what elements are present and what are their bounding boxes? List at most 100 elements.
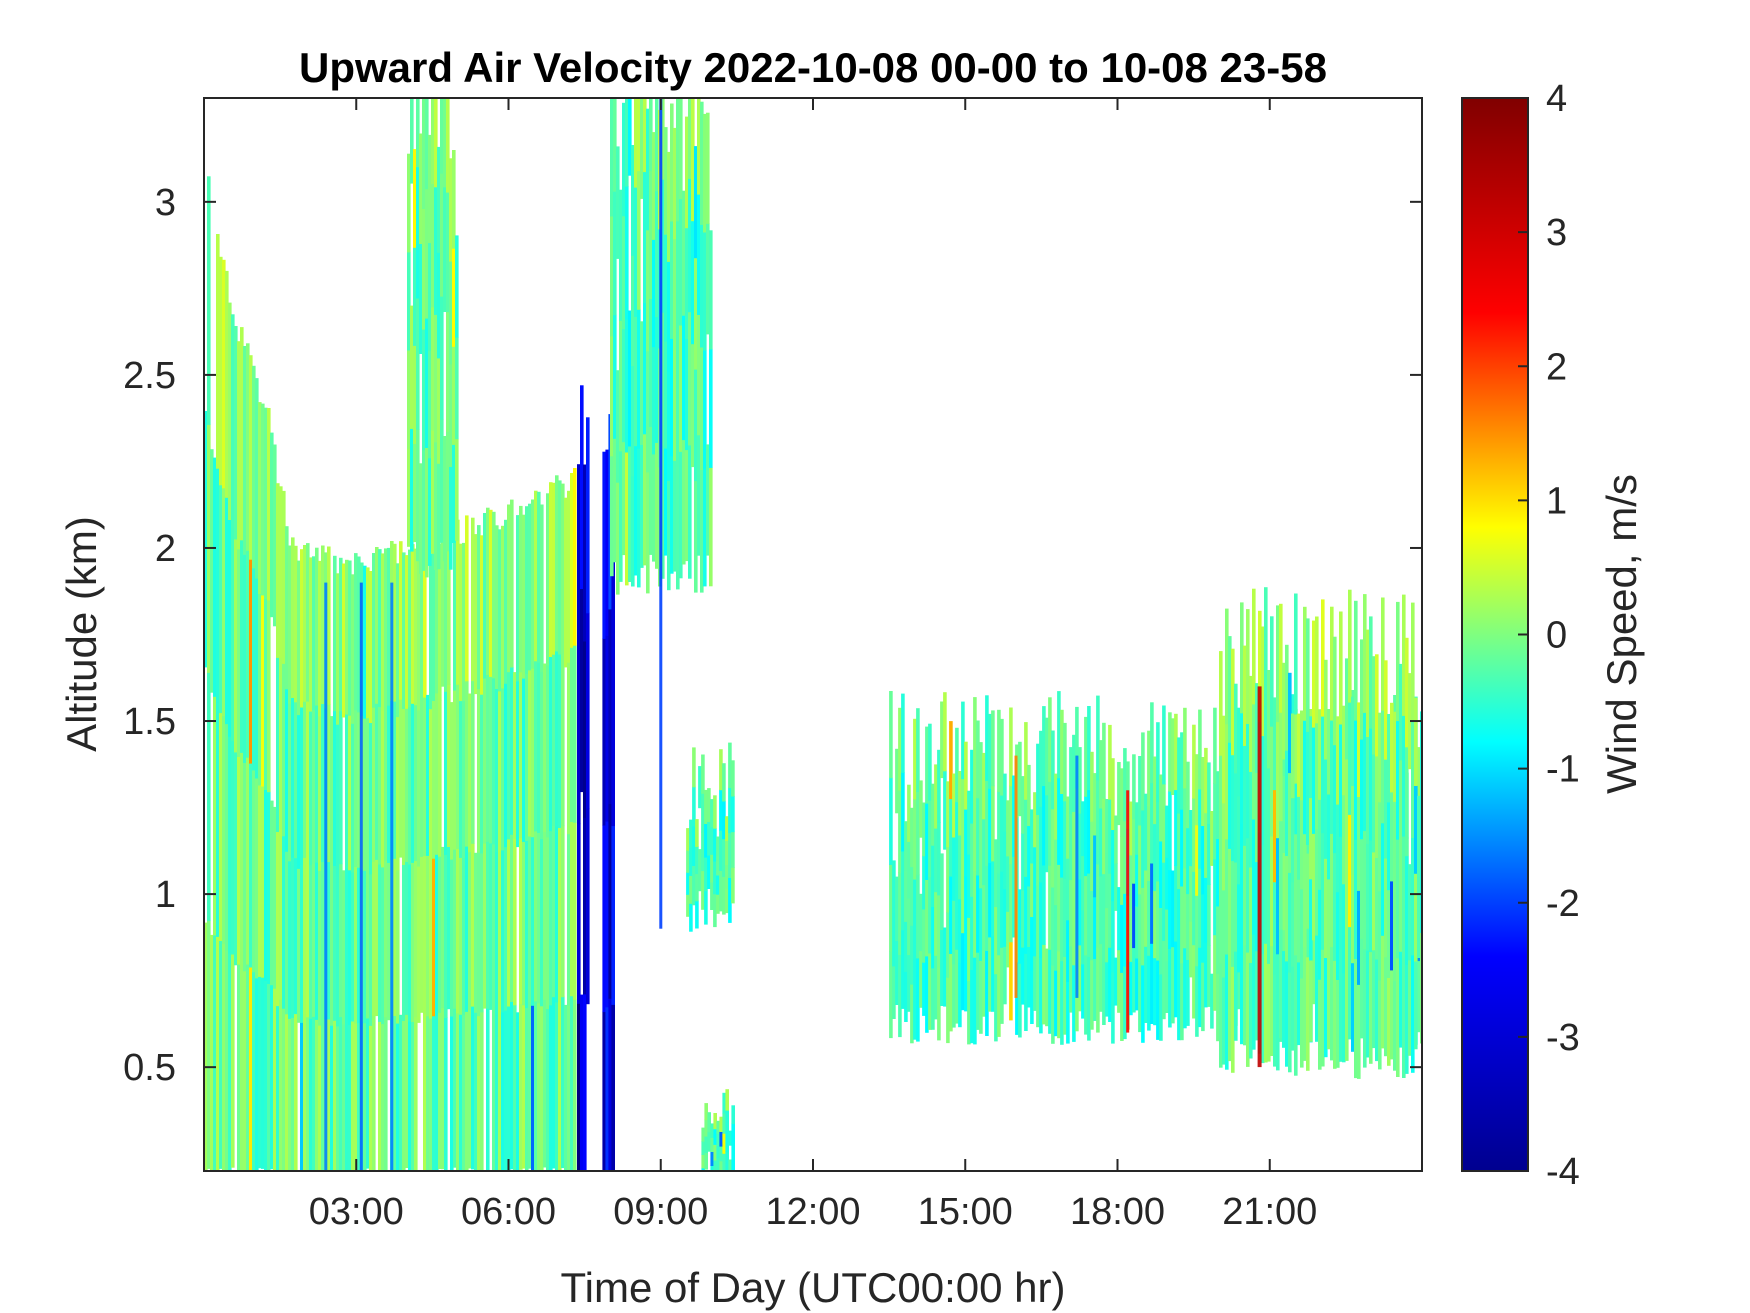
heatmap-cell (697, 194, 701, 315)
heatmap-cell (719, 1131, 723, 1147)
heatmap-cell (384, 548, 388, 706)
heatmap-cell (549, 830, 553, 1006)
heatmap-cell (904, 821, 908, 872)
heatmap-cell (605, 635, 609, 822)
heatmap-cell (492, 511, 496, 679)
heatmap-cell (348, 869, 352, 1025)
heatmap-cell (1255, 683, 1259, 773)
heatmap-cell (438, 1012, 442, 1169)
heatmap-cell (441, 525, 445, 687)
heatmap-cell (1069, 813, 1073, 881)
heatmap-cell (384, 1016, 388, 1171)
heatmap-cell (219, 712, 223, 941)
heatmap-region-surface-patch-10 (701, 1089, 735, 1171)
heatmap-cell (441, 1007, 445, 1170)
heatmap-cell (698, 849, 702, 892)
heatmap-cell (1108, 873, 1112, 948)
heatmap-cell (330, 1025, 334, 1171)
heatmap-cell (1255, 950, 1259, 1041)
heatmap-cell (997, 709, 1001, 792)
heatmap-cell (710, 1165, 714, 1171)
heatmap-cell (964, 943, 968, 1012)
heatmap-cell (413, 443, 417, 543)
heatmap-cell (432, 1015, 436, 1171)
heatmap-cell (1411, 837, 1415, 956)
heatmap-cell (952, 900, 956, 965)
heatmap-cell (997, 873, 1001, 956)
heatmap-cell (679, 451, 683, 579)
heatmap-cell (405, 1014, 409, 1168)
x-tick-label: 12:00 (765, 1191, 860, 1233)
heatmap-cell (1246, 952, 1250, 1067)
heatmap-cell (354, 709, 358, 867)
heatmap-cell (573, 468, 577, 646)
heatmap-cell (722, 1133, 726, 1154)
heatmap-cell (1177, 737, 1181, 814)
heatmap-cell (1048, 949, 1052, 1034)
heatmap-cell (405, 861, 409, 1015)
heatmap-cell (1204, 942, 1208, 1008)
heatmap-cell (707, 855, 711, 889)
heatmap-cell (916, 957, 920, 1042)
heatmap-cell (303, 545, 307, 702)
heatmap-cell (408, 706, 412, 865)
heatmap-cell (1051, 886, 1055, 966)
heatmap-cell (964, 876, 968, 945)
heatmap-cell (455, 337, 459, 440)
heatmap-cell (1030, 862, 1034, 917)
heatmap-cell (531, 668, 535, 838)
heatmap-cell (697, 98, 701, 195)
heatmap-cell (904, 921, 908, 972)
heatmap-cell (1306, 731, 1310, 845)
heatmap-cell (1396, 601, 1400, 722)
heatmap-cell (303, 857, 307, 1015)
heatmap-cell (1189, 810, 1193, 867)
heatmap-cell (294, 857, 298, 1015)
heatmap-cell (279, 486, 283, 658)
heatmap-cell (583, 464, 587, 642)
heatmap-cell (1171, 718, 1175, 795)
heatmap-cell (602, 824, 606, 1013)
heatmap-cell (279, 999, 283, 1171)
heatmap-cell (1402, 956, 1406, 1078)
heatmap-region-upper-plume-03-05 (407, 98, 459, 578)
heatmap-cell (646, 108, 650, 231)
heatmap-cell (419, 463, 423, 574)
heatmap-cell (655, 98, 659, 192)
heatmap-cell (1375, 654, 1379, 757)
heatmap-cell (498, 1013, 502, 1171)
heatmap-cell (1240, 602, 1244, 714)
heatmap-cell (1234, 951, 1238, 1041)
chart-title: Upward Air Velocity 2022-10-08 00-00 to … (299, 44, 1327, 91)
heatmap-cell (961, 932, 965, 1011)
heatmap-cell (1252, 818, 1256, 935)
heatmap-cell (407, 448, 411, 547)
heatmap-cell (413, 149, 417, 248)
heatmap-cell (459, 857, 463, 1015)
heatmap-cell (1312, 833, 1316, 941)
heatmap-cell (580, 994, 584, 1171)
heatmap-cell (1249, 962, 1253, 1059)
heatmap-cell (691, 220, 695, 345)
heatmap-cell (1321, 716, 1325, 834)
heatmap-cell (408, 1021, 412, 1171)
heatmap-cell (994, 839, 998, 908)
heatmap-cell (1387, 889, 1391, 978)
heatmap-cell (991, 785, 995, 862)
heatmap-cell (1213, 707, 1217, 784)
heatmap-cell (363, 1022, 367, 1171)
heatmap-cell (1417, 795, 1421, 878)
heatmap-cell (434, 186, 438, 315)
heatmap-cell (628, 98, 632, 176)
heatmap-cell (1093, 834, 1097, 898)
heatmap-cell (701, 831, 705, 872)
heatmap-cell (1336, 804, 1340, 893)
heatmap-cell (486, 674, 490, 842)
heatmap-cell (543, 831, 547, 1000)
heatmap-cell (1270, 945, 1274, 1056)
heatmap-cell (710, 854, 714, 883)
heatmap-cell (1396, 957, 1400, 1077)
heatmap-cell (1105, 853, 1109, 909)
heatmap-cell (1111, 829, 1115, 902)
heatmap-cell (1090, 751, 1094, 822)
